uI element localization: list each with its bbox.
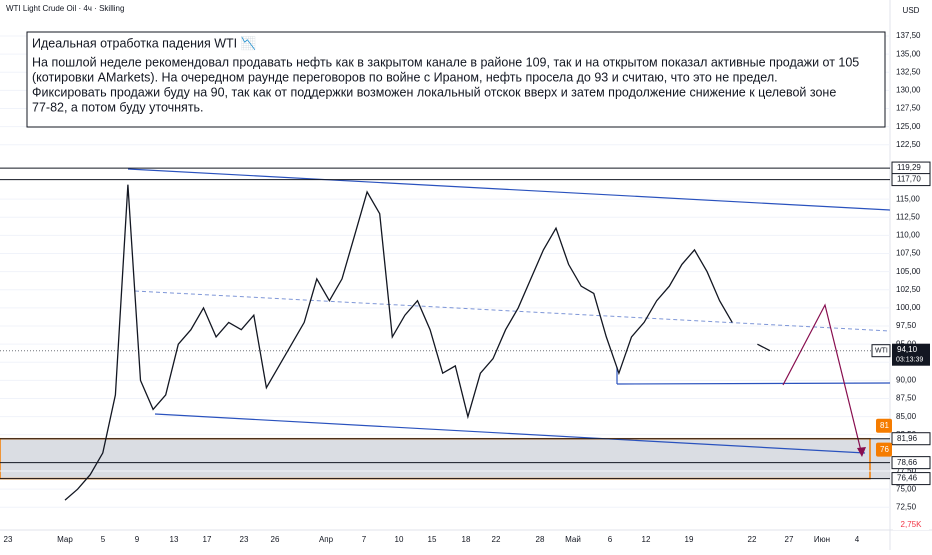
y-tick-label: 122,50 [896, 140, 921, 149]
price-line [757, 343, 771, 352]
x-tick-label: 5 [101, 535, 106, 544]
y-tick-label: 110,00 [896, 231, 920, 240]
x-tick-label: 15 [428, 535, 437, 544]
level-label: 117,70 [897, 175, 921, 184]
level-tag [891, 432, 931, 446]
current-price: 94,10 [897, 345, 918, 354]
y-tick-label: 130,00 [896, 86, 921, 95]
volume-label: 2,75K [901, 520, 923, 529]
x-tick-label: 17 [203, 535, 212, 544]
x-tick-label: 10 [395, 535, 404, 544]
annotation-title: Идеальная отработка падения WTI 📉 [32, 35, 256, 50]
price-line [64, 184, 733, 501]
y-tick-label: 135,00 [896, 49, 921, 58]
level-label: 78,66 [897, 458, 918, 467]
x-tick-label: 19 [685, 535, 694, 544]
y-tick-label: 100,00 [896, 303, 921, 312]
y-tick-label: 105,00 [896, 267, 921, 276]
x-tick-label: 9 [135, 535, 140, 544]
y-tick-label: 127,50 [896, 104, 921, 113]
y-tick-label: 107,50 [896, 249, 921, 258]
x-tick-label: 4 [855, 535, 860, 544]
annotation-box [26, 31, 886, 128]
current-price-tag [892, 343, 930, 366]
x-tick-label: 6 [608, 535, 613, 544]
x-tick-label: Май [565, 535, 581, 544]
y-tick-label: 85,00 [896, 412, 917, 421]
x-tick-label: 22 [748, 535, 757, 544]
annotation-line: На пошлой неделе рекомендовал продавать … [32, 55, 859, 69]
zone-tag [876, 418, 892, 433]
x-tick-label: 23 [4, 535, 13, 544]
channel-top [127, 168, 891, 211]
x-tick-label: 7 [362, 535, 367, 544]
symbol: WTI Light Crude Oil · 4ч · Skilling [6, 4, 124, 13]
x-tick-label: 26 [271, 535, 280, 544]
y-tick-label: 115,00 [896, 194, 920, 203]
y-tick-label: 102,50 [896, 285, 921, 294]
zone-layer [0, 35, 890, 508]
annotation-line: 77-82, а потом буду уточнять. [32, 100, 204, 114]
level-label: 119,29 [897, 163, 921, 172]
volume-box [893, 519, 929, 530]
x-tick-label: 12 [642, 535, 651, 544]
zone-tag-label: 76 [880, 445, 889, 454]
annotation-line: (котировки AMarkets). На очередном раунд… [32, 70, 778, 84]
x-tick-label: Мар [57, 535, 73, 544]
arrow-head [857, 447, 866, 457]
y-tick-label: 112,50 [896, 212, 920, 221]
x-tick-label: 22 [492, 535, 501, 544]
x-tick-label: 23 [240, 535, 249, 544]
current-name-tag [871, 344, 891, 358]
y-tick-label: 87,50 [896, 394, 917, 403]
level-label: 81,96 [897, 434, 918, 443]
zone-tag-label: 81 [880, 421, 889, 430]
forecast-arrow [782, 303, 863, 456]
x-tick-label: Июн [814, 535, 830, 544]
target-zone [0, 438, 890, 479]
y-tick-label: 97,50 [896, 321, 917, 330]
zone-tag [876, 442, 892, 457]
x-tick-label: 28 [536, 535, 545, 544]
current-name: WTI [875, 348, 888, 355]
y-tick-label: 137,50 [896, 31, 921, 40]
level-tag [891, 472, 931, 486]
channel-bottom [154, 413, 866, 454]
level-tag [891, 456, 931, 470]
annotation-line: Фиксировать продажи буду на 90, так как … [32, 85, 836, 99]
currency: USD [903, 6, 920, 15]
x-tick-label: 18 [462, 535, 471, 544]
y-tick-label: 90,00 [896, 376, 917, 385]
x-tick-label: 13 [170, 535, 179, 544]
y-tick-label: 132,50 [896, 67, 921, 76]
y-tick-label: 75,00 [896, 484, 917, 493]
x-tick-label: Апр [319, 535, 334, 544]
y-tick-label: 77,50 [896, 466, 917, 475]
y-tick-label: 72,50 [896, 502, 917, 511]
y-tick-label: 125,00 [896, 122, 921, 131]
channel-mid [134, 290, 891, 332]
level-label: 76,46 [897, 474, 918, 483]
level-tag [891, 173, 931, 187]
x-tick-label: 27 [785, 535, 794, 544]
countdown: 03:13:39 [896, 357, 923, 364]
